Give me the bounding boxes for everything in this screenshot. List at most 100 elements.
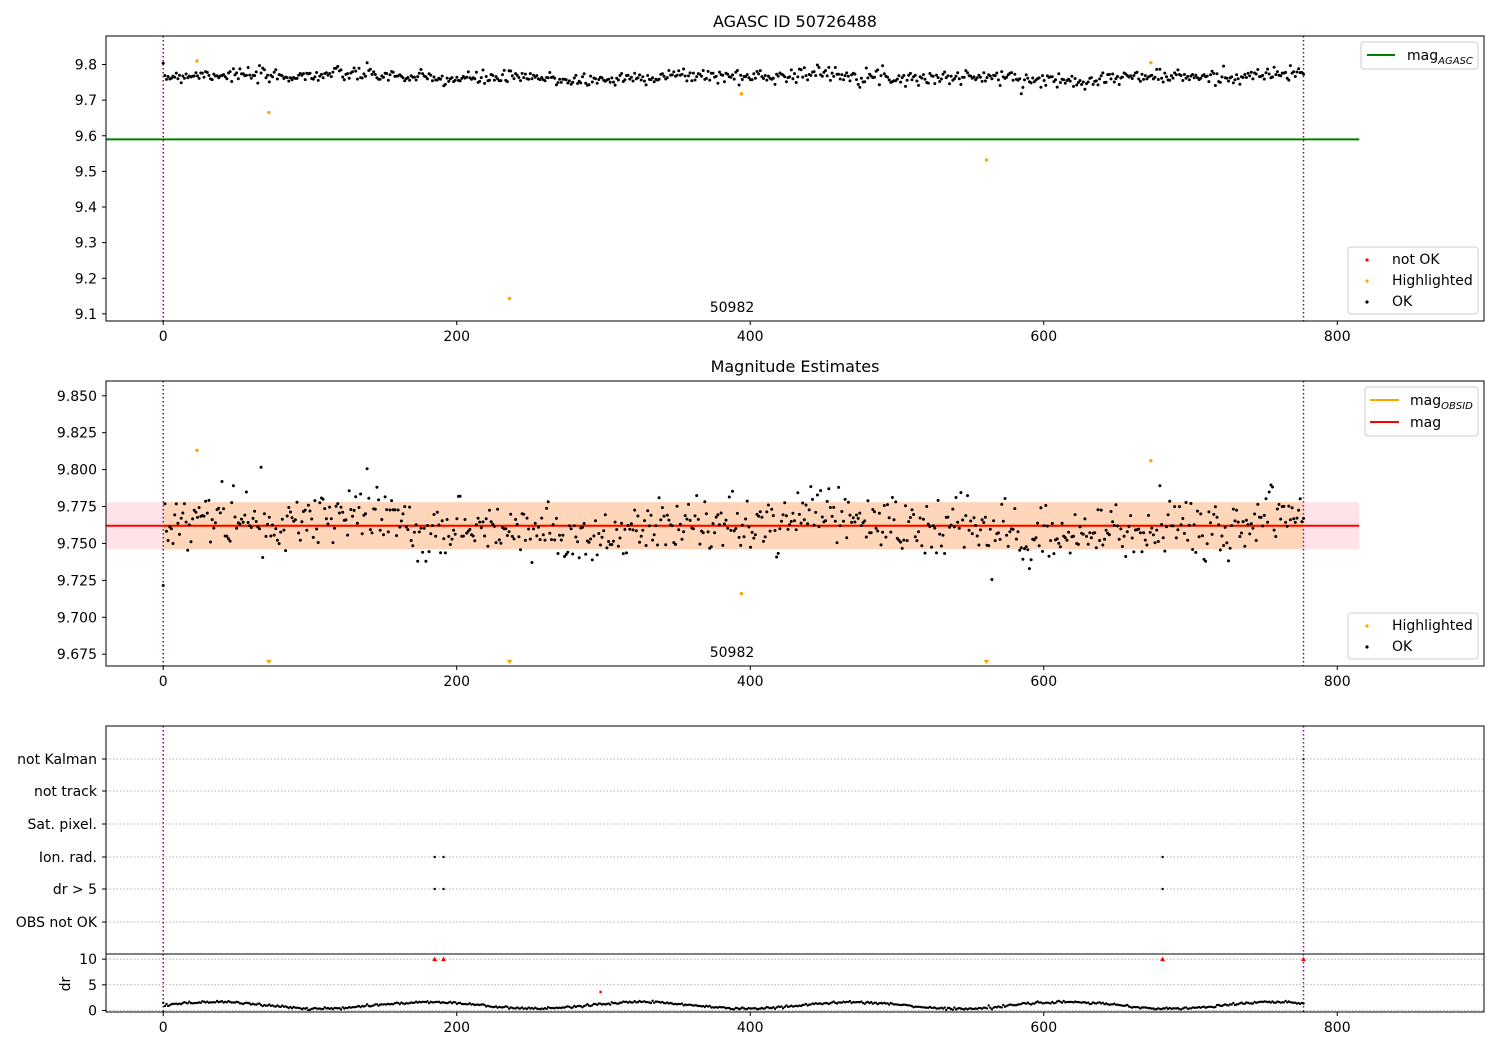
ok-point <box>1271 485 1274 489</box>
ok-point <box>1091 82 1095 86</box>
ok-point <box>528 72 532 76</box>
ok-point <box>328 505 332 509</box>
ok-point <box>696 517 700 521</box>
ok-point <box>530 77 534 81</box>
ok-point <box>1104 80 1108 84</box>
ok-point <box>1145 543 1149 547</box>
ok-point <box>796 491 800 495</box>
ok-point <box>169 527 173 531</box>
ok-point <box>559 80 563 84</box>
ok-point <box>939 77 943 81</box>
ok-point <box>297 531 301 535</box>
ok-point <box>1153 541 1157 545</box>
ok-point <box>750 530 754 534</box>
ok-point <box>864 535 868 539</box>
dr-point <box>989 1006 992 1009</box>
ok-point <box>1062 78 1066 82</box>
ok-point <box>639 534 643 538</box>
ok-point <box>196 74 199 78</box>
ok-point <box>1295 70 1299 74</box>
ok-point <box>360 532 364 536</box>
dr-point <box>923 1006 927 1009</box>
ok-point <box>1026 76 1030 80</box>
ok-point <box>616 544 620 548</box>
ok-point <box>832 74 836 78</box>
ok-point <box>882 504 886 507</box>
ok-point <box>1013 507 1017 511</box>
ok-point <box>522 512 526 516</box>
y-tick-label: 0 <box>88 1003 97 1019</box>
ok-point <box>489 520 493 524</box>
ok-point <box>784 514 788 518</box>
ok-point <box>182 76 186 80</box>
ok-point <box>1073 77 1077 80</box>
panel-dr-x-ticks: 0 200 400 600 800 <box>159 1012 1351 1036</box>
ok-point <box>1231 81 1235 85</box>
dr-point <box>1002 1003 1005 1007</box>
ok-point <box>359 492 363 496</box>
ok-point <box>1302 516 1305 520</box>
ok-point <box>618 536 622 540</box>
ok-point <box>603 513 607 517</box>
ok-point <box>574 73 578 77</box>
ok-point <box>1225 541 1229 545</box>
ok-point <box>401 512 405 516</box>
ok-point <box>1005 533 1009 537</box>
ok-point <box>794 81 798 84</box>
dr-point <box>785 1004 788 1007</box>
ok-point <box>966 494 969 498</box>
ok-point <box>1021 557 1025 561</box>
ok-point <box>1293 75 1297 78</box>
ok-point <box>244 73 248 77</box>
dr-point <box>855 1001 858 1004</box>
ok-point <box>540 75 544 79</box>
ok-point <box>1042 524 1046 528</box>
dr-point <box>225 1001 229 1004</box>
ok-point <box>382 75 385 79</box>
ok-point <box>864 66 868 70</box>
dr-point <box>1137 1006 1140 1009</box>
dr-point <box>290 1007 294 1010</box>
ok-point <box>1163 549 1167 553</box>
ok-point <box>1065 538 1069 542</box>
ok-point <box>298 538 302 542</box>
ok-point <box>571 80 575 84</box>
dr-point <box>1214 1005 1217 1009</box>
ok-point <box>920 544 924 548</box>
ok-point <box>969 74 973 78</box>
ok-point <box>882 72 886 76</box>
ok-point <box>488 78 491 82</box>
ok-point <box>1272 65 1276 69</box>
ok-point <box>612 80 615 84</box>
dr-point <box>780 1005 783 1008</box>
ok-point <box>266 522 270 526</box>
ok-point <box>771 514 775 518</box>
ok-point <box>951 507 955 511</box>
dr-point <box>615 1002 618 1005</box>
ok-point <box>240 517 243 521</box>
ok-point <box>509 512 513 516</box>
ok-point <box>1098 539 1102 542</box>
ok-point <box>982 521 986 524</box>
ok-point <box>173 75 177 79</box>
ok-point <box>711 522 715 526</box>
ok-point <box>750 78 754 82</box>
ok-point <box>558 77 562 81</box>
ok-point <box>220 480 224 483</box>
highlighted-point <box>984 158 989 162</box>
ok-point <box>1145 77 1149 81</box>
ok-point <box>709 545 713 549</box>
ok-point <box>920 76 924 80</box>
dr-clipped-marker <box>441 956 447 962</box>
highlighted-point <box>1149 61 1153 65</box>
ok-point <box>600 535 604 539</box>
ok-point <box>791 511 795 515</box>
ok-point <box>629 522 633 526</box>
ok-point <box>1254 72 1258 76</box>
ok-point <box>690 79 694 83</box>
ok-point <box>780 519 783 523</box>
ok-point <box>161 584 165 587</box>
dr-point <box>971 1007 974 1011</box>
ok-point <box>538 538 542 542</box>
ok-point <box>504 527 508 531</box>
